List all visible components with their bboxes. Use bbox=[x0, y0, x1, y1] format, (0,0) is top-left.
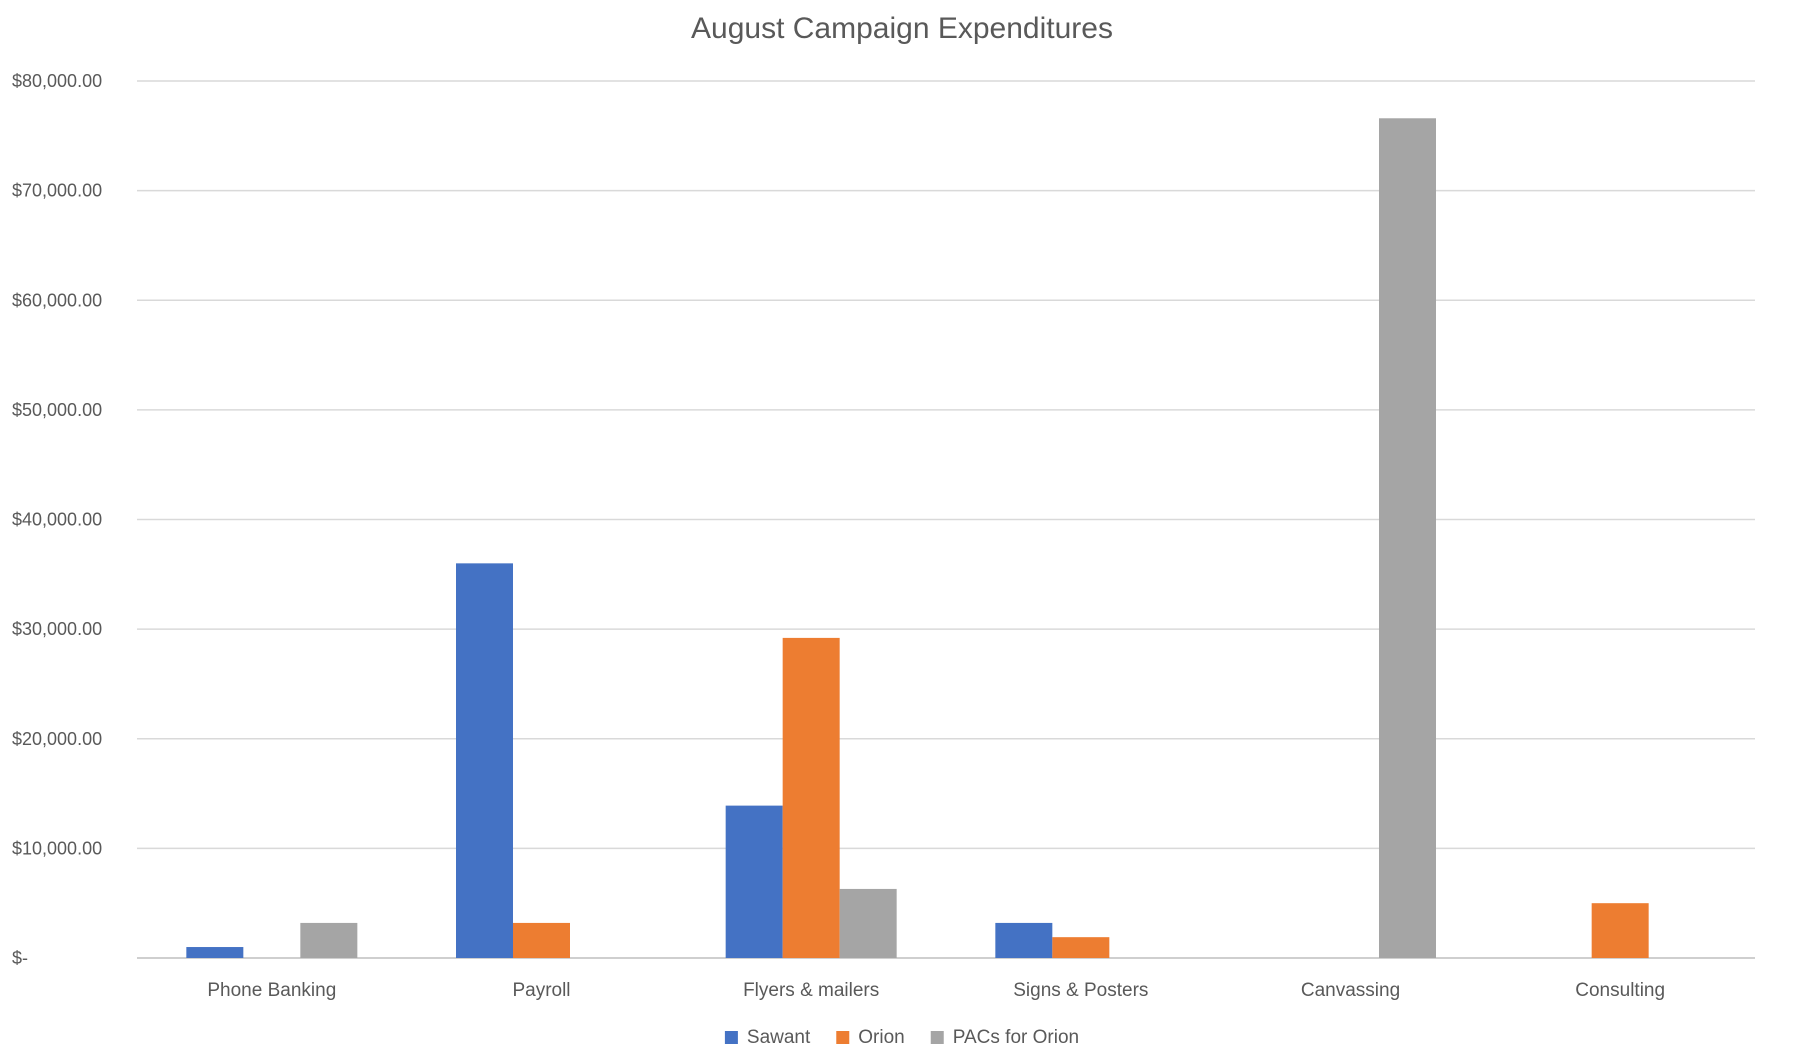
x-tick-label: Signs & Posters bbox=[1013, 980, 1148, 1001]
legend-label: Orion bbox=[858, 1027, 904, 1048]
x-tick-label: Payroll bbox=[512, 980, 570, 1001]
y-tick-label: $40,000.00 bbox=[12, 510, 102, 530]
x-tick-label: Phone Banking bbox=[207, 980, 336, 1001]
y-tick-label: $60,000.00 bbox=[12, 290, 102, 310]
legend-swatch bbox=[836, 1031, 850, 1044]
bar-sawant-flyers-mailers bbox=[725, 805, 783, 958]
y-tick-label: $80,000.00 bbox=[12, 71, 102, 91]
x-tick-label: Canvassing bbox=[1301, 980, 1400, 1001]
x-tick-label: Flyers & mailers bbox=[743, 980, 879, 1001]
bar-sawant-payroll bbox=[456, 563, 513, 958]
bar-sawant-signs-posters bbox=[995, 922, 1053, 958]
y-tick-label: $10,000.00 bbox=[12, 838, 102, 858]
bar-orion-payroll bbox=[513, 922, 570, 958]
gridlines bbox=[137, 80, 1755, 959]
legend-label: Sawant bbox=[747, 1027, 811, 1048]
x-tick-label: Consulting bbox=[1575, 980, 1665, 1001]
bar-pacs-for-orion-flyers-mailers bbox=[839, 888, 897, 958]
bar-sawant-phone-banking bbox=[186, 947, 244, 958]
legend-swatch bbox=[930, 1031, 944, 1044]
y-axis-tick-labels: $- $10,000.00 $20,000.00 $30,000.00 $40,000.… bbox=[12, 71, 102, 968]
bar-pacs-for-orion-canvassing bbox=[1379, 118, 1436, 958]
y-tick-label: $20,000.00 bbox=[12, 729, 102, 749]
legend-label: PACs for Orion bbox=[953, 1027, 1079, 1048]
legend: Sawant Orion PACs for Orion bbox=[724, 1027, 1079, 1048]
bars bbox=[186, 118, 1649, 958]
y-tick-label: $50,000.00 bbox=[12, 400, 102, 420]
y-tick-label: $30,000.00 bbox=[12, 619, 102, 639]
bar-orion-flyers-mailers bbox=[782, 637, 840, 958]
y-tick-label: $70,000.00 bbox=[12, 181, 102, 201]
chart-title: August Campaign Expenditures bbox=[691, 12, 1113, 45]
bar-pacs-for-orion-phone-banking bbox=[300, 922, 358, 958]
bar-orion-signs-posters bbox=[1052, 937, 1110, 958]
legend-swatch bbox=[724, 1031, 738, 1044]
x-axis-tick-labels: Phone Banking Payroll Flyers & mailers Sign… bbox=[207, 980, 1665, 1001]
bar-orion-consulting bbox=[1591, 903, 1649, 958]
y-tick-label: $- bbox=[12, 948, 28, 968]
